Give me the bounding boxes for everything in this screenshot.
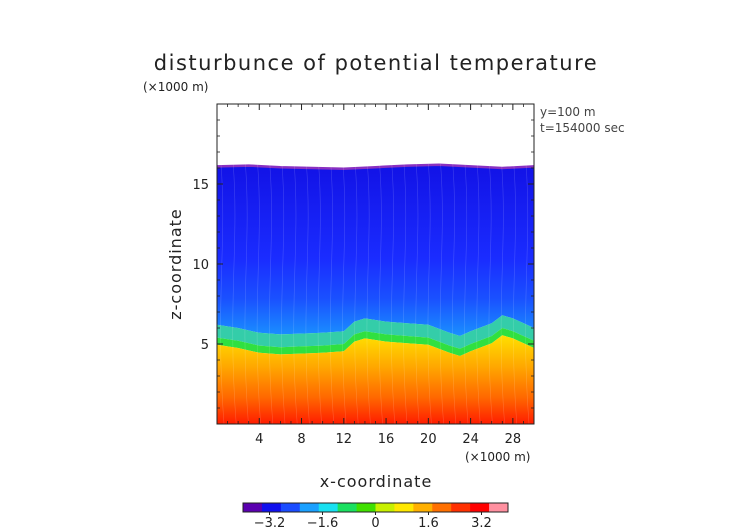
colorbar-segment [432,503,452,512]
colorbar-tick-label: 0 [371,516,379,531]
colorbar-segment [413,503,433,512]
y-tick-label: 5 [201,338,209,353]
colorbar-segment [243,503,263,512]
x-axis: 4 8 12 16 20 24 28 [227,104,524,447]
contour-line [244,163,249,424]
contour-line [439,163,444,424]
chart-title: disturbunce of potential temperature [154,51,598,75]
contour-line [500,163,505,424]
contour-line [403,163,408,424]
y-tick-label: 10 [192,258,209,273]
warm-anomaly-region [217,335,534,424]
contour-line [476,163,481,424]
contour-line [464,163,469,424]
contour-line [378,163,383,424]
transition-region [217,315,534,349]
y-axis-title: z-coordinate [166,208,185,320]
contour-line [317,163,322,424]
contour-line [391,163,396,424]
x-tick-label: 12 [336,432,353,447]
annotation-y: y=100 m [540,105,596,119]
x-tick-label: 28 [505,432,522,447]
x-unit-label: (×1000 m) [465,450,530,464]
x-tick-label: 4 [255,432,263,447]
contour-texture [220,163,530,424]
annotation-t: t=154000 sec [540,121,625,135]
colorbar-segment [375,503,395,512]
contour-line [232,163,237,424]
y-tick-label: 15 [192,178,209,193]
contour-line [256,163,261,424]
colorbar-tick-label: −1.6 [307,516,339,531]
x-tick-label: 20 [420,432,437,447]
colorbar-segment [337,503,357,512]
colorbar-segment [489,503,509,512]
contour-line [269,163,274,424]
top-boundary-line [217,163,534,171]
x-tick-label: 8 [297,432,305,447]
contour-line [525,163,530,424]
cold-anomaly-region [217,164,534,336]
contour-line [305,163,310,424]
colorbar-segment [470,503,490,512]
colorbar-segment [394,503,414,512]
contour-line [427,163,432,424]
colorbar-segment [318,503,339,512]
contour-line [293,163,298,424]
contour-line [366,163,371,424]
contour-line [330,163,335,424]
colorbar-tick-label: 3.2 [471,516,492,531]
contour-line [513,163,518,424]
x-axis-title: x-coordinate [320,472,433,491]
contour-line [354,163,359,424]
y-unit-label: (×1000 m) [143,80,208,94]
colorbar-segment [280,503,301,512]
contour-line [281,163,286,424]
contour-line [220,163,225,424]
x-tick-label: 16 [378,432,395,447]
contour-line [342,163,347,424]
colorbar-segment [451,503,471,512]
colorbar-segment [299,503,320,512]
colorbar-segment [261,503,282,512]
y-axis: 5 10 15 [192,119,534,409]
contour-line [488,163,493,424]
colorbar-tick-label: −3.2 [254,516,286,531]
colorbar-segment [356,503,376,512]
colorbar-tick-label: 1.6 [418,516,439,531]
contour-line [415,163,420,424]
x-tick-label: 24 [462,432,479,447]
colorbar: −3.2 −1.6 0 1.6 3.2 [242,502,509,531]
contour-line [452,163,457,424]
green-band [217,328,534,356]
